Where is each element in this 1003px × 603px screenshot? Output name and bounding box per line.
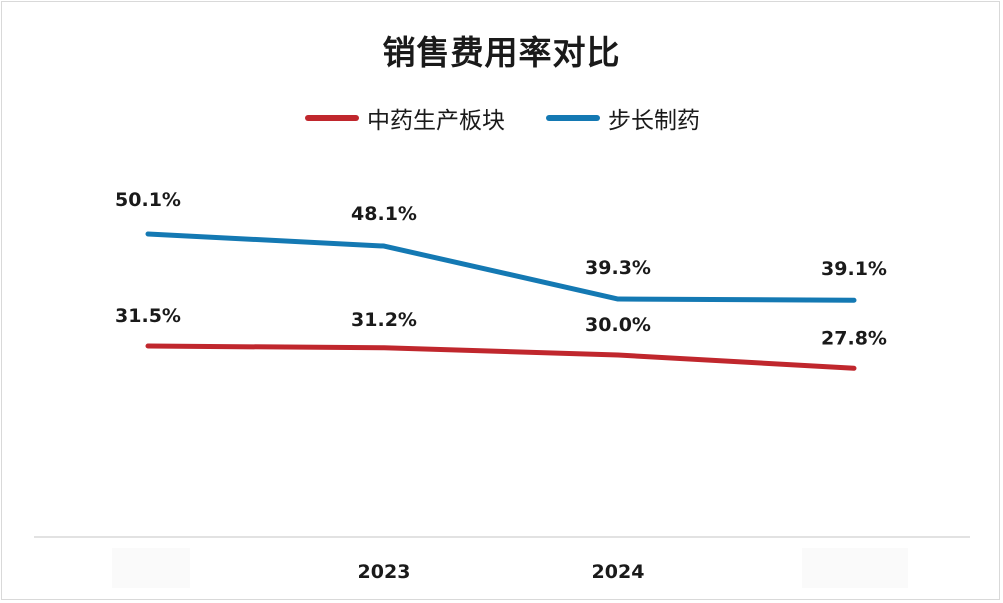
data-label-series-1-0: 50.1%	[115, 189, 181, 211]
x-tick-label-1: 2023	[358, 561, 411, 583]
data-label-series-0-3: 27.8%	[821, 327, 887, 349]
legend-item-series-0: 中药生产板块	[305, 100, 505, 136]
data-label-series-0-1: 31.2%	[351, 309, 417, 331]
data-label-series-0-0: 31.5%	[115, 305, 181, 327]
data-label-series-1-2: 39.3%	[585, 257, 651, 279]
data-label-series-1-1: 48.1%	[351, 203, 417, 225]
legend-swatch-series-0	[305, 115, 359, 121]
x-tick-label-2: 2024	[592, 561, 645, 583]
faded-tick-area-left	[112, 548, 190, 588]
legend: 中药生产板块 步长制药	[0, 100, 1003, 136]
series-layer	[145, 231, 857, 371]
chart-title: 销售费用率对比	[382, 33, 621, 72]
data-label-layer: 31.5% 31.2% 30.0% 27.8% 50.1% 48.1% 39.3% 39.1%	[115, 189, 887, 349]
series-line-0	[145, 343, 857, 371]
data-label-series-1-3: 39.1%	[821, 258, 887, 280]
legend-item-series-1: 步长制药	[546, 100, 700, 136]
data-label-series-0-2: 30.0%	[585, 314, 651, 336]
series-line-1	[145, 231, 857, 303]
legend-swatch-series-1	[546, 115, 600, 121]
faded-tick-area-right	[802, 548, 908, 588]
legend-label-series-0: 中药生产板块	[367, 108, 505, 134]
legend-label-series-1: 步长制药	[608, 108, 700, 134]
x-tick-layer: 2023 2024	[358, 561, 645, 583]
